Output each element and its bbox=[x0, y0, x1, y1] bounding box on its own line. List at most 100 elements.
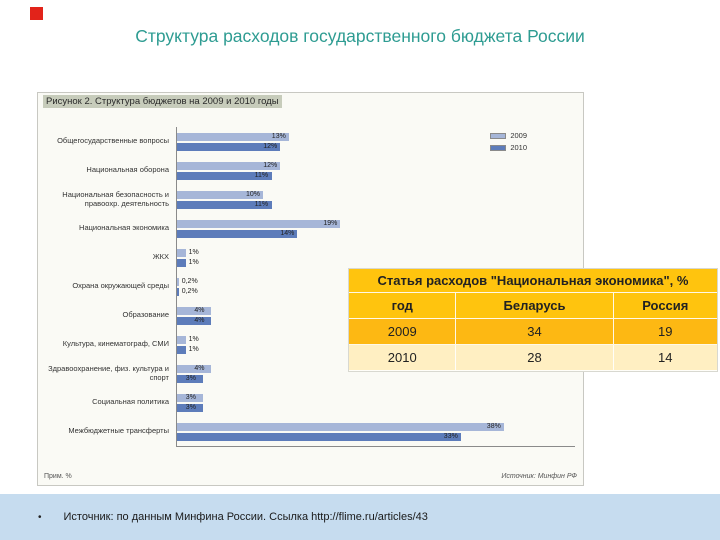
table-cell: 14 bbox=[613, 345, 717, 371]
bar-2009 bbox=[177, 190, 263, 199]
page-title: Структура расходов государственного бюдж… bbox=[135, 26, 585, 46]
bar-value-label: 14% bbox=[280, 229, 295, 237]
figure-caption-text: Рисунок 2. Структура бюджетов на 2009 и … bbox=[43, 95, 282, 108]
table-cell: 2010 bbox=[349, 345, 457, 371]
category-label: Национальная экономика bbox=[79, 223, 169, 233]
category-label: Национальная безопасность и правоохр. де… bbox=[62, 189, 169, 208]
bar-value-label: 3% bbox=[185, 403, 196, 411]
bar-2010 bbox=[177, 374, 203, 383]
bar-2009 bbox=[177, 161, 281, 170]
table-row: 2009 34 19 bbox=[349, 319, 717, 345]
bar-group: 19% 14% bbox=[176, 214, 579, 243]
bar-value-label: 1% bbox=[188, 345, 199, 353]
legend-swatch bbox=[490, 132, 507, 139]
table-col-russia: Россия bbox=[613, 293, 717, 319]
bar-group: 1% 1% bbox=[176, 243, 579, 272]
bar-value-label: 0,2% bbox=[181, 287, 198, 295]
bar-2009 bbox=[177, 132, 289, 141]
bar-group: 13% 12% bbox=[176, 127, 579, 156]
bar-2009 bbox=[177, 248, 186, 257]
chart-row: Национальная безопасность и правоохр. де… bbox=[42, 185, 579, 214]
chart-row: Национальная экономика 19% 14% bbox=[42, 214, 579, 243]
category-label: Культура, кинематограф, СМИ bbox=[62, 339, 169, 349]
bar-2010 bbox=[177, 316, 212, 325]
chart-row: ЖКХ 1% 1% bbox=[42, 243, 579, 272]
slide-marker bbox=[30, 7, 43, 20]
x-axis-line bbox=[176, 446, 575, 447]
legend-entry: 2009 bbox=[490, 131, 527, 140]
footer-bullet: • bbox=[38, 511, 42, 523]
table-row: 2010 28 14 bbox=[349, 345, 717, 371]
bar-2009 bbox=[177, 393, 203, 402]
bar-value-label: 1% bbox=[188, 248, 199, 256]
footer-bar: • Источник: по данным Минфина России. Сс… bbox=[0, 494, 720, 540]
bar-value-label: 11% bbox=[254, 200, 269, 208]
chart-row: Общегосударственные вопросы 13% 12% bbox=[42, 127, 579, 156]
legend-entry: 2010 bbox=[490, 143, 527, 152]
bar-2009 bbox=[177, 364, 212, 373]
chart-legend: 2009 2010 bbox=[490, 131, 527, 152]
table-cell: 28 bbox=[456, 345, 614, 371]
bar-group: 10% 11% bbox=[176, 185, 579, 214]
bar-2009 bbox=[177, 219, 341, 228]
bar-value-label: 13% bbox=[271, 132, 286, 140]
bar-2010 bbox=[177, 287, 179, 296]
bar-value-label: 0,2% bbox=[181, 277, 198, 285]
category-label: Образование bbox=[122, 310, 170, 320]
bar-2009 bbox=[177, 306, 212, 315]
chart-row: Охрана окружающей среды 0,2% 0,2% bbox=[42, 272, 579, 301]
category-label: Здравоохранение, физ. культура и спорт bbox=[48, 363, 169, 382]
chart-rows: Общегосударственные вопросы 13% 12% Национа… bbox=[42, 127, 579, 446]
source-text: Источник: по данным Минфина России. Ссыл… bbox=[63, 511, 428, 523]
table-cell: 34 bbox=[456, 319, 614, 345]
category-label: ЖКХ bbox=[152, 252, 169, 262]
table-cell: 19 bbox=[613, 319, 717, 345]
bar-value-label: 3% bbox=[185, 393, 196, 401]
data-table: Статья расходов "Национальная экономика"… bbox=[348, 268, 718, 372]
category-label: Межбюджетные трансферты bbox=[68, 426, 169, 436]
bar-2010 bbox=[177, 171, 272, 180]
bar-value-label: 12% bbox=[263, 161, 278, 169]
bar-2009 bbox=[177, 335, 186, 344]
bar-value-label: 12% bbox=[263, 142, 278, 150]
legend-label: 2009 bbox=[510, 131, 527, 140]
bar-2010 bbox=[177, 200, 272, 209]
category-label: Социальная политика bbox=[92, 397, 169, 407]
bar-2009 bbox=[177, 277, 179, 286]
figure-footnote-right: Источник: Минфин РФ bbox=[501, 473, 577, 480]
table-header-row: год Беларусь Россия bbox=[349, 293, 717, 319]
chart-row: Здравоохранение, физ. культура и спорт 4%… bbox=[42, 359, 579, 388]
bar-value-label: 11% bbox=[254, 171, 269, 179]
bar-value-label: 1% bbox=[188, 335, 199, 343]
table-title: Статья расходов "Национальная экономика"… bbox=[349, 269, 717, 293]
legend-swatch bbox=[490, 144, 507, 151]
bar-group: 4% 4% bbox=[176, 301, 579, 330]
legend-label: 2010 bbox=[510, 143, 527, 152]
bar-value-label: 33% bbox=[443, 432, 458, 440]
chart-row: Образование 4% 4% bbox=[42, 301, 579, 330]
bar-value-label: 19% bbox=[323, 219, 338, 227]
category-label: Общегосударственные вопросы bbox=[57, 136, 169, 146]
bar-2010 bbox=[177, 432, 461, 441]
bar-group: 3% 3% bbox=[176, 388, 579, 417]
bar-value-label: 38% bbox=[486, 422, 501, 430]
bar-value-label: 4% bbox=[194, 364, 205, 372]
table-cell: 2009 bbox=[349, 319, 457, 345]
bar-group: 1% 1% bbox=[176, 330, 579, 359]
chart-row: Культура, кинематограф, СМИ 1% 1% bbox=[42, 330, 579, 359]
chart-row: Национальная оборона 12% 11% bbox=[42, 156, 579, 185]
bar-value-label: 4% bbox=[194, 316, 205, 324]
bar-value-label: 4% bbox=[194, 306, 205, 314]
figure-footnote-left: Прим. % bbox=[44, 473, 72, 480]
bar-2009 bbox=[177, 422, 504, 431]
bar-value-label: 1% bbox=[188, 258, 199, 266]
table-col-belarus: Беларусь bbox=[456, 293, 614, 319]
bar-group: 0,2% 0,2% bbox=[176, 272, 579, 301]
bar-2010 bbox=[177, 142, 281, 151]
bar-group: 38% 33% bbox=[176, 417, 579, 446]
bar-2010 bbox=[177, 403, 203, 412]
bar-group: 4% 3% bbox=[176, 359, 579, 388]
bar-2010 bbox=[177, 229, 298, 238]
bar-2010 bbox=[177, 345, 186, 354]
